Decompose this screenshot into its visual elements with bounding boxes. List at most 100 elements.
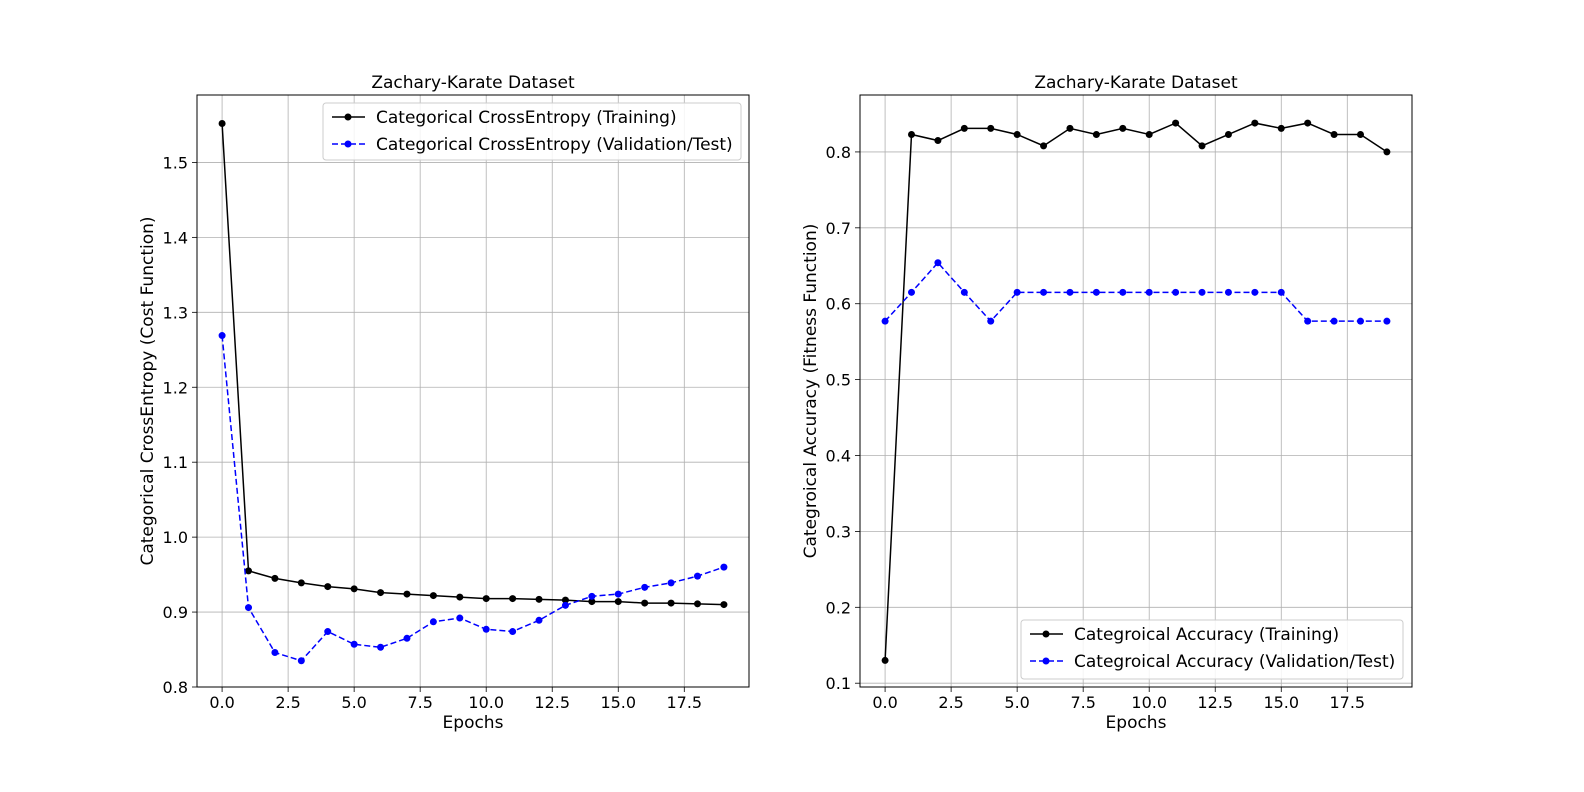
data-point xyxy=(297,657,305,665)
legend: Categroical Accuracy (Training) Categroic… xyxy=(1020,619,1404,680)
chart-title: Zachary-Karate Dataset xyxy=(1034,73,1238,93)
data-point xyxy=(1198,142,1206,150)
series-line xyxy=(221,123,724,606)
y-tick-label: 1.3 xyxy=(163,303,188,322)
data-point xyxy=(1356,130,1364,138)
legend-marker xyxy=(1042,630,1050,638)
data-point xyxy=(509,595,517,603)
x-tick-label: 2.5 xyxy=(938,693,963,712)
data-point xyxy=(429,618,437,626)
x-tick-label: 2.5 xyxy=(275,693,300,712)
data-point xyxy=(588,598,596,606)
series-line xyxy=(884,261,1387,323)
data-point xyxy=(1304,317,1312,325)
data-point xyxy=(667,599,675,607)
x-tick-label: 7.5 xyxy=(1070,693,1095,712)
y-tick-label: 1.2 xyxy=(163,378,188,397)
data-point xyxy=(693,572,701,580)
series-line xyxy=(221,335,725,662)
x-tick-label: 10.0 xyxy=(468,693,504,712)
x-axis-label: Epochs xyxy=(443,713,504,733)
x-tick-label: 7.5 xyxy=(407,693,432,712)
legend-marker xyxy=(344,113,352,121)
legend-marker xyxy=(344,140,352,148)
data-point xyxy=(667,579,675,587)
y-tick-label: 0.4 xyxy=(826,447,851,466)
data-point xyxy=(509,628,517,636)
data-point xyxy=(1277,124,1285,132)
grid xyxy=(860,95,1412,687)
data-point xyxy=(324,583,332,591)
axes-frame xyxy=(196,94,750,688)
data-point xyxy=(960,124,968,132)
legend-label: Categorical CrossEntropy (Validation/Tes… xyxy=(376,135,733,155)
legend-marker xyxy=(1042,657,1050,665)
data-point xyxy=(218,332,226,340)
data-point xyxy=(1013,130,1021,138)
data-point xyxy=(588,592,596,600)
data-point xyxy=(908,288,916,296)
x-tick-label: 17.5 xyxy=(1329,693,1365,712)
data-point xyxy=(1172,288,1180,296)
y-tick-label: 1.4 xyxy=(163,228,188,247)
data-point xyxy=(403,590,411,598)
x-axis-label: Epochs xyxy=(1106,713,1167,733)
data-point xyxy=(535,595,543,603)
chart-crossentropy: 0.0 2.5 5.0 7.5 10.0 12.5 15.0 17.5 0.8 0.9 1.0 1.1… xyxy=(138,73,750,733)
data-point xyxy=(1251,288,1259,296)
y-tick-label: 0.8 xyxy=(826,143,851,162)
data-point xyxy=(987,124,995,132)
data-point xyxy=(720,563,728,571)
data-point xyxy=(934,137,942,145)
y-tick-label: 1.5 xyxy=(163,153,188,172)
x-tick-label: 12.5 xyxy=(1197,693,1233,712)
data-point xyxy=(614,598,622,606)
data-point xyxy=(1383,148,1391,156)
y-tick-label: 0.8 xyxy=(163,678,188,697)
data-point xyxy=(1224,130,1232,138)
y-tick-label: 0.5 xyxy=(826,371,851,390)
data-point xyxy=(482,625,490,633)
data-point xyxy=(456,614,464,622)
data-point xyxy=(350,640,358,648)
data-point xyxy=(350,585,358,593)
y-tick-label: 1.0 xyxy=(163,528,188,547)
x-tick-label: 10.0 xyxy=(1131,693,1167,712)
data-point xyxy=(403,634,411,642)
data-point xyxy=(1277,288,1285,296)
legend-label: Categorical CrossEntropy (Training) xyxy=(376,108,677,128)
y-tick-label: 0.3 xyxy=(826,522,851,541)
data-point xyxy=(1198,288,1206,296)
data-point xyxy=(1092,130,1100,138)
grid xyxy=(197,95,749,688)
data-point xyxy=(720,601,728,609)
chart-accuracy: 0.0 2.5 5.0 7.5 10.0 12.5 15.0 17.5 0.1 0.2 0.3 0.4… xyxy=(801,73,1413,733)
y-tick-label: 0.6 xyxy=(826,295,851,314)
data-point xyxy=(1145,288,1153,296)
data-point xyxy=(1066,124,1074,132)
data-point xyxy=(934,259,942,267)
data-point xyxy=(908,130,916,138)
data-point xyxy=(1304,119,1312,127)
data-point xyxy=(324,628,332,636)
data-point xyxy=(641,583,649,591)
x-tick-label: 15.0 xyxy=(600,693,636,712)
data-point xyxy=(297,579,305,587)
data-point xyxy=(614,590,622,598)
data-point xyxy=(377,589,385,597)
x-tick-label: 12.5 xyxy=(534,693,570,712)
data-point xyxy=(1013,288,1021,296)
series-0 xyxy=(881,119,1391,664)
legend: Categorical CrossEntropy (Training) Categ… xyxy=(322,102,742,161)
x-tick-label: 17.5 xyxy=(666,693,702,712)
data-point xyxy=(1224,288,1232,296)
y-tick-label: 0.9 xyxy=(163,603,188,622)
axes-frame xyxy=(859,94,1413,688)
legend-label: Categroical Accuracy (Training) xyxy=(1074,625,1339,645)
data-point xyxy=(271,574,279,582)
data-point xyxy=(1145,130,1153,138)
y-axis-label: Categorical CrossEntropy (Cost Function) xyxy=(138,216,158,565)
data-point xyxy=(881,317,889,325)
data-point xyxy=(641,599,649,607)
data-point xyxy=(561,596,569,604)
